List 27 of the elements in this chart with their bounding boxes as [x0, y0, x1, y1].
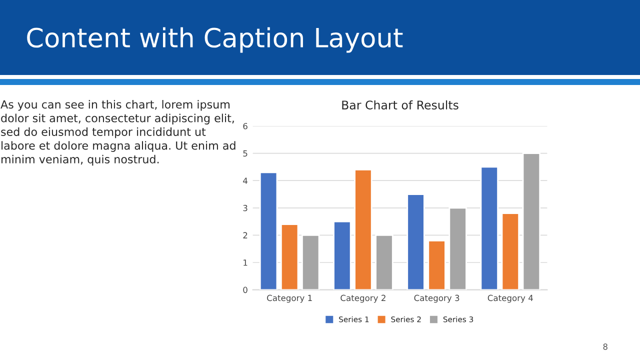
bar	[480, 166, 498, 290]
y-tick-label: 1	[244, 260, 248, 266]
text: Content with Caption Layout	[27, 27, 403, 53]
y-tick-label: 6	[243, 122, 248, 130]
y-tick-label: 4	[243, 178, 248, 184]
bar	[406, 194, 425, 290]
x-tick-label: Category 2	[340, 294, 386, 303]
bar	[302, 234, 320, 290]
bar	[354, 168, 372, 290]
y-tick-label: 5	[243, 150, 248, 157]
y-tick-label: 3	[243, 204, 248, 212]
bar	[280, 224, 299, 290]
x-tick-label: Category 4	[488, 294, 533, 303]
x-tick-label: Category 1	[267, 294, 312, 303]
x-tick-label: Category 3	[414, 294, 460, 303]
bar	[428, 240, 446, 290]
bar	[333, 220, 352, 290]
text: As you can see in this chart, lorem ipsum dolor sit amet, consectetur adipiscing elit, sed do eiusmod tempor incididunt ut labore et dolore magna aliqua. Ut enim ad minim veniam, quis nostrud.	[0, 100, 236, 166]
bar	[375, 234, 394, 290]
y-tick-label: 2	[243, 232, 248, 238]
bar	[522, 152, 541, 290]
chart-title: Bar Chart of Results	[342, 100, 458, 110]
bar	[259, 172, 278, 290]
bar	[448, 207, 467, 290]
y-tick-label: 0	[243, 286, 248, 294]
bar	[501, 212, 520, 290]
text: 8	[603, 344, 608, 350]
